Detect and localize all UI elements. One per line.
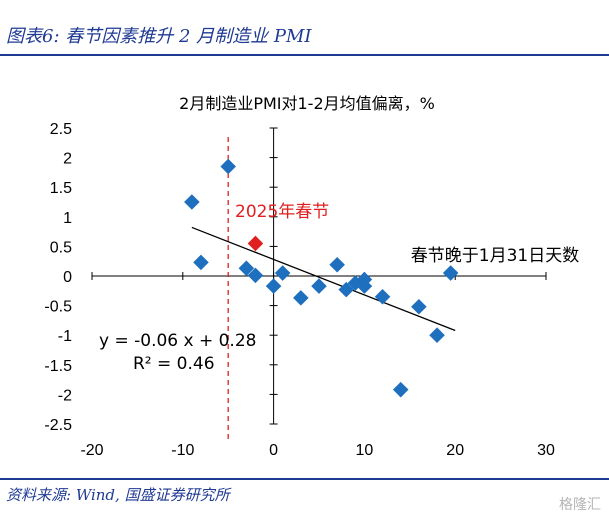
trend-line (191, 226, 456, 332)
y-tick-label: -1.5 (44, 358, 72, 375)
data-point (392, 381, 409, 398)
x-axis-label: 春节晚于1月31日天数 (411, 246, 579, 266)
data-point (184, 194, 200, 210)
highlight-point-2025 (247, 235, 264, 252)
watermark: 格隆汇 (559, 497, 601, 513)
figure-title: 图表6: 春节因素推升 2 月制造业 PMI (6, 26, 312, 47)
y-tick-label: -2 (58, 387, 72, 404)
data-point (411, 299, 427, 315)
y-tick-label: 1 (63, 210, 72, 227)
data-point (293, 290, 309, 306)
r-squared: R² = 0.46 (133, 354, 215, 374)
bottom-rule (0, 478, 609, 480)
x-tick-label: -10 (171, 442, 194, 459)
source-note: 资料来源: Wind, 国盛证券研究所 (6, 486, 230, 504)
highlight-label: 2025年春节 (235, 202, 329, 222)
data-point (238, 260, 255, 277)
data-point (265, 278, 282, 294)
data-point (429, 327, 445, 343)
y-tick-label: -0.5 (44, 299, 72, 316)
data-point (220, 158, 236, 175)
data-point (329, 256, 345, 273)
y-tick-label: 1.5 (50, 180, 72, 197)
y-tick-label: -1 (58, 328, 72, 345)
y-tick-label: 2.5 (50, 121, 72, 138)
x-tick-label: -20 (80, 442, 103, 459)
regression-equation: y = -0.06 x + 0.28 (99, 331, 256, 351)
data-point (311, 278, 327, 294)
data-point (274, 265, 291, 281)
x-tick-label: 0 (269, 442, 278, 459)
x-tick-label: 30 (537, 442, 555, 459)
y-tick-label: 2 (63, 151, 72, 168)
chart-title: 2月制造业PMI对1-2月均值偏离，% (179, 94, 435, 113)
data-point (442, 265, 459, 281)
x-tick-label: 20 (446, 442, 464, 459)
y-tick-label: -2.5 (44, 417, 72, 434)
data-point (193, 254, 209, 271)
data-point (374, 288, 391, 305)
top-rule (0, 54, 609, 56)
x-tick-label: 10 (356, 442, 374, 459)
y-tick-label: 0.5 (50, 239, 72, 256)
y-tick-label: 0 (63, 269, 72, 286)
